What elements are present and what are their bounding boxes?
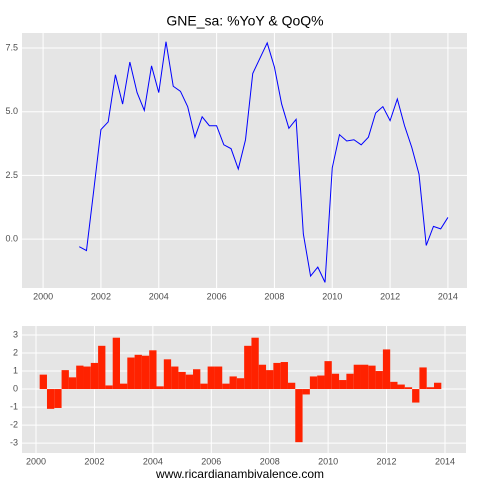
bar bbox=[46, 389, 55, 409]
bar bbox=[90, 362, 99, 390]
bar bbox=[61, 370, 69, 390]
bar bbox=[156, 386, 164, 390]
bar bbox=[83, 366, 91, 390]
x-tick-label: 2014 bbox=[435, 456, 455, 466]
bar bbox=[426, 387, 435, 390]
bar bbox=[404, 387, 413, 390]
bar bbox=[317, 375, 325, 390]
bar bbox=[382, 349, 391, 390]
x-tick-label: 2002 bbox=[91, 291, 111, 301]
bar bbox=[324, 361, 332, 390]
x-tick-label: 2004 bbox=[143, 456, 163, 466]
bar bbox=[178, 371, 186, 390]
bar bbox=[360, 364, 369, 390]
y-tick-label: 5.0 bbox=[5, 106, 18, 116]
y-tick-label: 1 bbox=[13, 365, 18, 375]
bar bbox=[244, 345, 252, 390]
bar bbox=[207, 366, 215, 390]
y-tick-label: 3 bbox=[13, 329, 18, 339]
bar bbox=[295, 389, 303, 443]
bar bbox=[134, 354, 142, 390]
x-tick-label: 2000 bbox=[26, 456, 46, 466]
bar bbox=[149, 350, 157, 390]
bar bbox=[266, 370, 274, 390]
bar bbox=[390, 381, 398, 390]
bar bbox=[54, 389, 62, 408]
bar bbox=[105, 385, 113, 390]
bar bbox=[368, 365, 376, 390]
x-tick-label: 2010 bbox=[322, 291, 342, 301]
y-tick-label: -1 bbox=[10, 401, 18, 411]
bar bbox=[273, 362, 281, 390]
x-tick-label: 2008 bbox=[260, 456, 280, 466]
y-tick-label: -3 bbox=[10, 437, 18, 447]
bar bbox=[375, 371, 383, 390]
x-tick-label: 2006 bbox=[207, 291, 227, 301]
y-tick-label: 0 bbox=[13, 383, 18, 393]
x-tick-label: 2008 bbox=[264, 291, 284, 301]
bar bbox=[419, 367, 427, 390]
y-tick-label: -2 bbox=[10, 419, 18, 429]
bar bbox=[76, 365, 84, 390]
plot-panel bbox=[22, 33, 467, 288]
y-tick-label: 2 bbox=[13, 347, 18, 357]
y-tick-label: 2.5 bbox=[5, 170, 18, 180]
bar bbox=[229, 376, 237, 390]
x-tick-label: 2006 bbox=[201, 456, 221, 466]
bar bbox=[236, 378, 245, 390]
bar bbox=[309, 376, 318, 390]
bar bbox=[68, 377, 77, 390]
bar bbox=[339, 380, 347, 390]
bar bbox=[200, 383, 208, 390]
bar bbox=[171, 366, 179, 390]
bar bbox=[39, 374, 47, 390]
x-tick-label: 2010 bbox=[318, 456, 338, 466]
bar bbox=[346, 373, 354, 390]
x-tick-label: 2004 bbox=[149, 291, 169, 301]
bar bbox=[258, 364, 267, 390]
bar bbox=[434, 382, 442, 390]
bar bbox=[214, 366, 223, 390]
y-tick-label: 0.0 bbox=[5, 233, 18, 243]
x-tick-label: 2000 bbox=[33, 291, 53, 301]
chart-title: GNE_sa: %YoY & QoQ% bbox=[166, 13, 323, 29]
x-tick-label: 2014 bbox=[438, 291, 458, 301]
bar bbox=[331, 373, 340, 390]
bar bbox=[353, 364, 361, 390]
bar bbox=[412, 389, 420, 403]
bar bbox=[193, 369, 201, 390]
bar bbox=[98, 345, 106, 390]
bar bbox=[251, 337, 259, 390]
bar bbox=[127, 357, 135, 390]
footer: www.ricardianambivalence.com bbox=[155, 467, 324, 480]
bar bbox=[141, 355, 150, 390]
bar bbox=[397, 384, 405, 390]
bar bbox=[222, 383, 230, 390]
x-tick-label: 2012 bbox=[380, 291, 400, 301]
bar bbox=[120, 383, 128, 390]
bar bbox=[185, 374, 194, 390]
bar bbox=[163, 359, 172, 390]
bar bbox=[287, 382, 296, 390]
bar bbox=[302, 389, 310, 395]
x-tick-label: 2002 bbox=[84, 456, 104, 466]
x-tick-label: 2012 bbox=[377, 456, 397, 466]
y-tick-label: 7.5 bbox=[5, 42, 18, 52]
data-line bbox=[79, 41, 449, 283]
bar bbox=[112, 337, 121, 390]
bar bbox=[280, 362, 288, 390]
